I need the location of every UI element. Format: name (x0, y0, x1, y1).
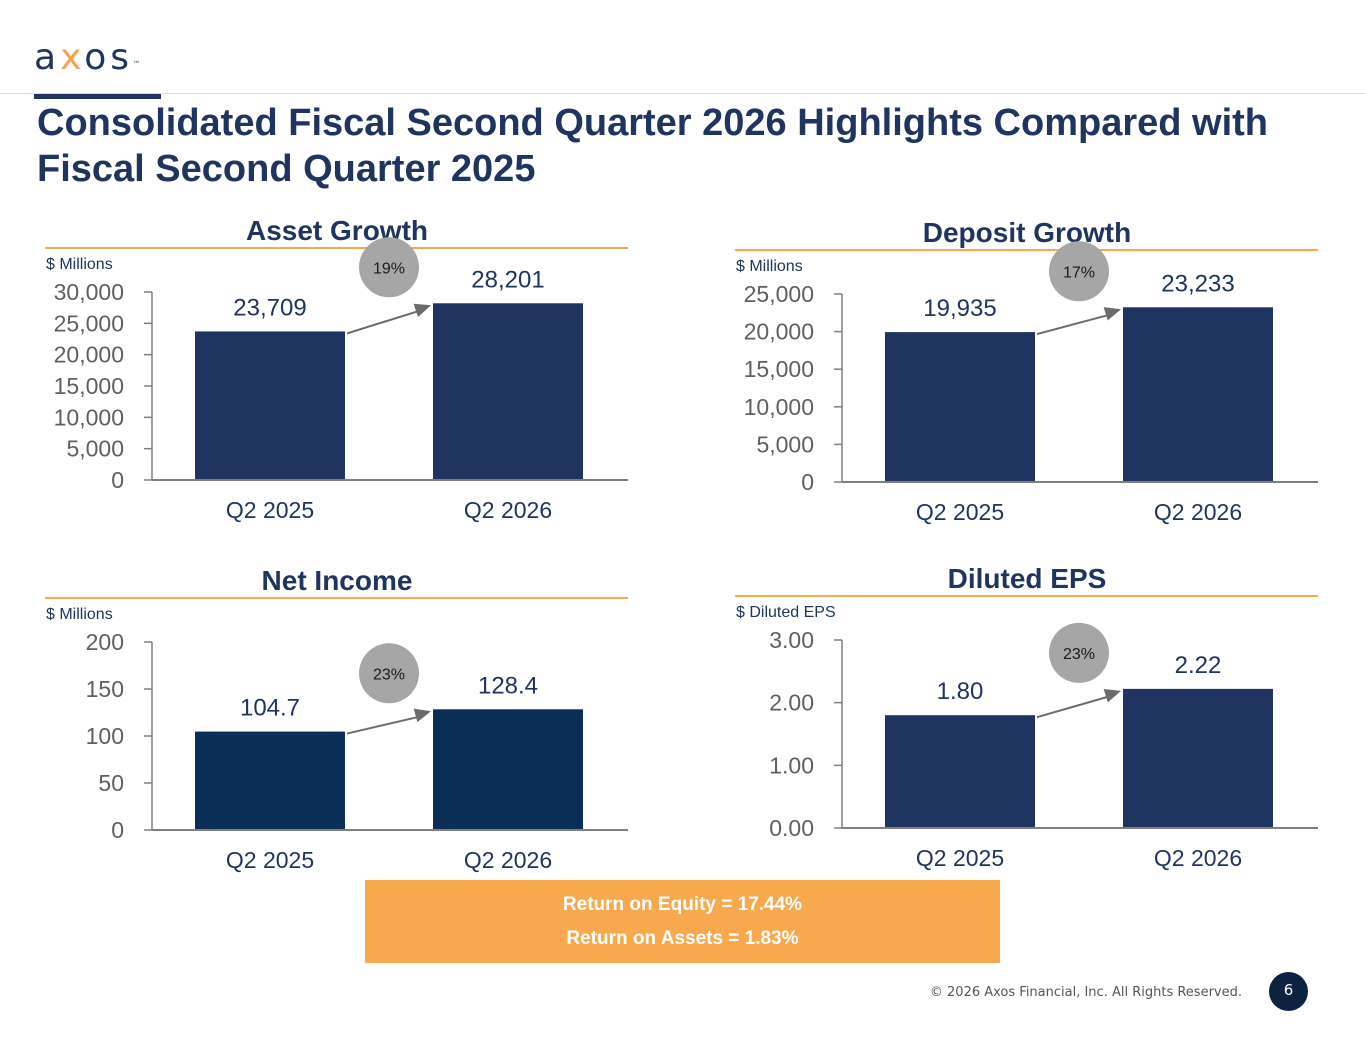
axos-logo: axos™ (34, 37, 141, 78)
y-tick-label: 3.00 (769, 627, 814, 653)
y-tick-label: 25,000 (54, 310, 124, 336)
copyright-text: © 2026 Axos Financial, Inc. All Rights R… (929, 985, 1242, 1000)
growth-arrowhead (1103, 688, 1121, 703)
chart-svg: Asset Growth$ Millions05,00010,00015,000… (45, 215, 628, 523)
growth-arrowhead (413, 708, 431, 723)
return-on-assets: Return on Assets = 1.83% (566, 927, 799, 949)
chart-svg: Net Income $ Millions 0 50 100 150 200 104.7 Q2 … (45, 565, 628, 873)
return-on-equity: Return on Equity = 17.44% (562, 893, 803, 915)
category-label: Q2 2026 (1154, 499, 1242, 525)
category-label: Q2 2025 (916, 845, 1004, 871)
bar-q2-2026 (1123, 307, 1273, 482)
y-tick-label: 5,000 (66, 436, 124, 462)
chart-svg: Diluted EPS $ Diluted EPS 0.00 1.00 2.00 3.00… (735, 563, 1318, 871)
growth-percent: 23% (373, 666, 405, 683)
bar-value-label: 19,935 (923, 295, 996, 322)
bar-q2-2026 (1123, 688, 1273, 828)
bar-value-label: 23,709 (233, 294, 306, 321)
bar-value-label: 2.22 (1175, 652, 1222, 679)
bar-q2-2025 (885, 332, 1035, 482)
category-label: Q2 2025 (226, 497, 314, 523)
growth-arrowhead (413, 303, 431, 317)
category-label: Q2 2025 (226, 847, 314, 873)
growth-arrow-line (1036, 313, 1112, 336)
category-label: Q2 2026 (1154, 845, 1242, 871)
unit-label: $ Millions (46, 606, 113, 623)
growth-badge (1049, 622, 1109, 683)
header-divider (0, 93, 1365, 94)
y-tick-label: 50 (98, 770, 124, 796)
y-tick-label: 30,000 (54, 279, 124, 305)
returns-summary-box: Return on Equity = 17.44% Return on Asse… (365, 880, 1000, 963)
bar-value-label: 23,233 (1161, 270, 1234, 297)
growth-arrow-line (346, 309, 422, 335)
bar-q2-2026 (433, 303, 583, 480)
page-number-badge: 6 (1269, 972, 1308, 1011)
category-label: Q2 2026 (464, 847, 552, 873)
y-tick-label: 0 (801, 469, 814, 495)
chart-title: Net Income (262, 565, 413, 596)
y-tick-label: 0 (111, 467, 124, 493)
bar-q2-2025 (195, 731, 345, 830)
y-tick-label: 10,000 (54, 404, 124, 430)
growth-badge (359, 237, 419, 298)
header-accent-bar (34, 94, 161, 99)
bar-value-label: 128.4 (478, 672, 538, 699)
growth-badge (1049, 241, 1109, 302)
deposit-growth-chart: Deposit Growth $ Millions 0 5,000 10,000 15,0… (720, 212, 1320, 542)
bar-q2-2025 (195, 331, 345, 480)
growth-arrow-line (346, 715, 422, 735)
y-tick-label: 1.00 (769, 752, 814, 778)
y-tick-label: 2.00 (769, 690, 814, 716)
y-tick-label: 0.00 (769, 815, 814, 841)
growth-arrow-line (1036, 694, 1112, 719)
y-tick-label: 20,000 (54, 342, 124, 368)
bar-q2-2025 (885, 715, 1035, 828)
growth-arrowhead (1103, 307, 1121, 321)
diluted-eps-chart: Diluted EPS $ Diluted EPS 0.00 1.00 2.00 3.00… (720, 558, 1320, 888)
y-tick-label: 25,000 (744, 281, 814, 307)
chart-svg: Deposit Growth $ Millions 0 5,000 10,000 15,0… (735, 217, 1318, 525)
unit-label: $ Diluted EPS (736, 604, 836, 621)
page-title: Consolidated Fiscal Second Quarter 2026 … (37, 102, 1269, 190)
y-tick-label: 15,000 (744, 356, 814, 382)
bar-value-label: 28,201 (471, 266, 544, 293)
y-tick-label: 5,000 (756, 431, 814, 457)
growth-percent: 23% (1063, 646, 1095, 663)
growth-badge (359, 643, 419, 704)
y-tick-label: 200 (86, 629, 124, 655)
y-tick-label: 0 (111, 817, 124, 843)
bar-value-label: 104.7 (240, 695, 300, 722)
asset-growth-chart: Asset Growth $ Millions 0 5,000 10,000 15,000… (30, 210, 630, 540)
bar-q2-2026 (433, 709, 583, 830)
growth-percent: 19% (373, 260, 405, 277)
y-tick-label: 150 (86, 676, 124, 702)
bar-value-label: 1.80 (937, 678, 984, 705)
net-income-chart: Net Income $ Millions 0 50 100 150 200 104.7 Q2 … (30, 560, 630, 890)
chart-title: Diluted EPS (948, 563, 1107, 594)
growth-percent: 17% (1063, 264, 1095, 281)
category-label: Q2 2025 (916, 499, 1004, 525)
unit-label: $ Millions (46, 256, 113, 273)
unit-label: $ Millions (736, 258, 803, 275)
y-tick-label: 15,000 (54, 373, 124, 399)
y-tick-label: 20,000 (744, 319, 814, 345)
category-label: Q2 2026 (464, 497, 552, 523)
chart-title: Deposit Growth (923, 217, 1131, 248)
y-tick-label: 10,000 (744, 394, 814, 420)
y-tick-label: 100 (86, 723, 124, 749)
